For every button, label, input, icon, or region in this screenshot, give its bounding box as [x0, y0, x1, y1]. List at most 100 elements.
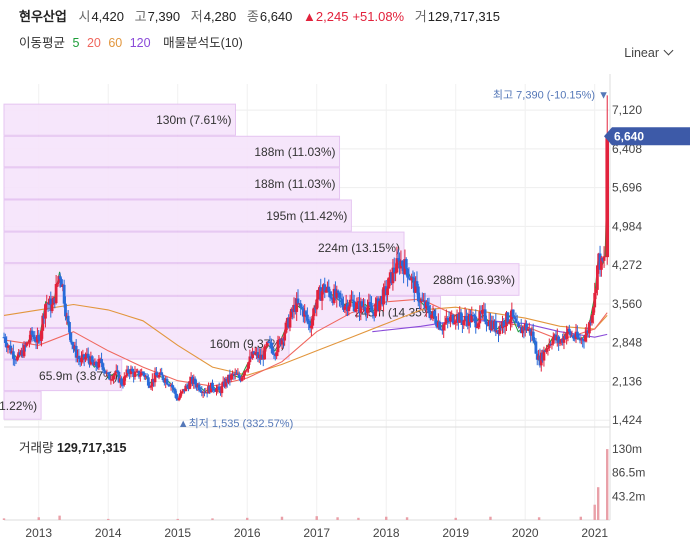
- candle-body: [542, 350, 546, 361]
- volume-bar: [336, 517, 339, 520]
- candle-body: [211, 382, 214, 389]
- candle-body: [44, 304, 47, 319]
- volume-profile-label: 195m (11.42%): [266, 209, 347, 223]
- candle-body: [27, 340, 31, 343]
- candle-body: [166, 384, 170, 386]
- high-label: 고: [134, 9, 147, 24]
- scale-dropdown[interactable]: Linear: [624, 45, 674, 60]
- candle-body: [188, 381, 192, 389]
- candle-body: [427, 305, 431, 314]
- candle-body: [515, 322, 519, 324]
- ma20-legend[interactable]: 20: [86, 36, 101, 50]
- candle-body: [33, 336, 37, 342]
- candle-body: [558, 342, 562, 344]
- candle-body: [172, 387, 176, 389]
- candle-body: [180, 391, 184, 394]
- candle-body: [400, 260, 404, 266]
- candle-body: [215, 388, 218, 392]
- candle-body: [153, 372, 157, 383]
- candle-body: [330, 297, 333, 299]
- candle-body: [336, 290, 340, 293]
- candle-body: [411, 276, 415, 278]
- candle-body: [386, 288, 389, 295]
- y-tick-label: 7,120: [612, 103, 642, 117]
- candle-body: [251, 351, 254, 359]
- volume-profile-bar: [3, 231, 405, 264]
- candle-body: [134, 371, 138, 373]
- candle-body: [121, 384, 125, 386]
- candle-body: [595, 265, 599, 290]
- candle-body: [212, 388, 216, 391]
- candle-body: [104, 371, 107, 374]
- volume-profile-bar: [3, 327, 290, 360]
- volume-profile-bar: [3, 263, 520, 296]
- candle-body: [138, 375, 142, 377]
- ma60-legend[interactable]: 60: [108, 36, 123, 50]
- volume-profile-legend[interactable]: 매물분석도(10): [163, 36, 243, 50]
- ma5-legend[interactable]: 5: [72, 36, 80, 50]
- candle-body: [240, 377, 244, 381]
- ma60-line: [3, 303, 608, 376]
- candle-body: [442, 324, 446, 331]
- candle-body: [199, 390, 202, 392]
- change-value: ▲2,245: [303, 9, 349, 24]
- candle-body: [177, 397, 181, 401]
- candle-body: [444, 318, 448, 323]
- candle-body: [263, 346, 267, 360]
- volume-bar: [280, 516, 284, 520]
- candle-body: [126, 369, 130, 374]
- candle-body: [295, 298, 299, 312]
- current-price-label: 6,640: [614, 129, 644, 143]
- min-price-marker: ▲최저 1,535 (332.57%): [178, 417, 294, 430]
- candle-body: [241, 375, 245, 378]
- candle-body: [414, 281, 418, 293]
- candle-body: [243, 371, 246, 376]
- candle-body: [80, 357, 83, 363]
- candle-body: [410, 276, 414, 281]
- candle-body: [68, 322, 71, 333]
- candle-body: [94, 361, 98, 367]
- candle-body: [165, 379, 169, 385]
- open-value: 4,420: [91, 9, 124, 24]
- candle-body: [15, 356, 19, 361]
- volume-bar: [315, 516, 318, 520]
- candle-body: [280, 338, 284, 345]
- candle-body: [599, 257, 603, 270]
- ma-label[interactable]: 이동평균: [19, 36, 66, 50]
- candle-body: [583, 335, 587, 342]
- ma120-legend[interactable]: 120: [129, 36, 151, 50]
- candle-body: [112, 375, 115, 380]
- candle-body: [465, 315, 468, 320]
- candle-body: [224, 378, 228, 387]
- x-tick-label: 2015: [164, 526, 191, 540]
- volume-profile-bar: [3, 103, 236, 136]
- candle-body: [142, 372, 146, 377]
- candle-body: [366, 307, 369, 313]
- candle-body: [108, 374, 111, 380]
- candle-body: [551, 337, 555, 344]
- volume-tick-label: 86.5m: [612, 466, 645, 480]
- candle-body: [307, 320, 311, 323]
- candle-body: [567, 328, 571, 332]
- volume-profile-bar: [3, 391, 42, 420]
- candle-body: [235, 373, 238, 375]
- candle-body: [50, 304, 54, 312]
- candle-body: [430, 314, 434, 319]
- candle-body: [404, 259, 408, 269]
- candle-body: [140, 371, 144, 376]
- candle-body: [60, 279, 63, 287]
- candle-body: [363, 306, 367, 311]
- candle-body: [272, 353, 276, 355]
- candle-body: [100, 358, 103, 364]
- candle-body: [40, 330, 43, 341]
- high-value: 7,390: [147, 9, 181, 24]
- x-tick-label: 2016: [234, 526, 261, 540]
- candle-body: [120, 378, 124, 385]
- candle-body: [477, 323, 480, 327]
- close-value: 6,640: [259, 9, 293, 24]
- candle-body: [343, 306, 347, 310]
- candle-body: [122, 376, 126, 386]
- candle-body: [565, 333, 569, 339]
- candle-body: [392, 267, 396, 273]
